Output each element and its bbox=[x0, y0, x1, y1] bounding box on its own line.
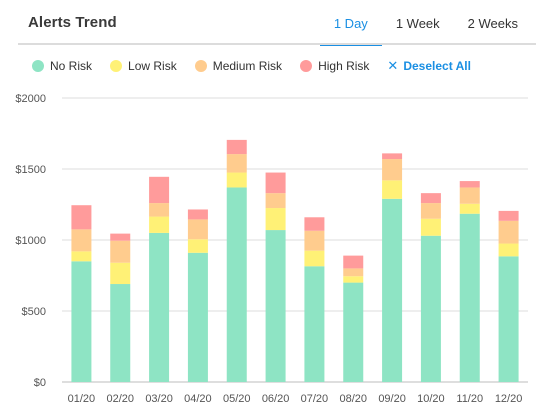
bar-segment-low-risk bbox=[382, 180, 403, 199]
bar-segment-no-risk bbox=[110, 284, 131, 382]
x-tick-label: 10/20 bbox=[417, 393, 445, 405]
bar-segment-high-risk bbox=[71, 205, 92, 230]
legend-swatch-medium-risk bbox=[194, 60, 207, 72]
legend-item-medium-risk[interactable]: Medium Risk bbox=[194, 59, 283, 73]
bar-segment-medium-risk bbox=[110, 240, 131, 263]
bar-segment-no-risk bbox=[265, 230, 286, 382]
x-tick-label: 03/20 bbox=[145, 393, 173, 405]
tab-2-weeks[interactable]: 2 Weeks bbox=[467, 16, 518, 31]
bar-segment-medium-risk bbox=[420, 203, 441, 219]
bar-segment-low-risk bbox=[498, 243, 519, 257]
legend: No Risk Low Risk Medium Risk High Risk ✕… bbox=[32, 58, 471, 74]
bar-segment-medium-risk bbox=[226, 154, 247, 173]
bar-segment-no-risk bbox=[382, 198, 403, 382]
legend-label-medium-risk: Medium Risk bbox=[212, 59, 283, 73]
bar-segment-high-risk bbox=[382, 153, 403, 160]
bar-segment-medium-risk bbox=[149, 203, 170, 217]
close-icon: ✕ bbox=[387, 58, 399, 73]
x-tick-label: 02/20 bbox=[106, 393, 134, 405]
chart-header: Alerts Trend 1 Day 1 Week 2 Weeks bbox=[0, 0, 546, 46]
bar-segment-low-risk bbox=[265, 208, 286, 231]
bar-segment-low-risk bbox=[343, 276, 364, 283]
bar-segment-high-risk bbox=[226, 139, 247, 155]
bar-segment-high-risk bbox=[343, 255, 364, 269]
bar-segment-high-risk bbox=[110, 233, 131, 241]
x-tick-label: 05/20 bbox=[223, 393, 251, 405]
bar-segment-no-risk bbox=[498, 256, 519, 382]
bar-segment-no-risk bbox=[187, 252, 208, 382]
x-tick-label: 12/20 bbox=[495, 393, 523, 405]
x-tick-label: 01/20 bbox=[68, 393, 96, 405]
legend-swatch-high-risk bbox=[300, 60, 313, 72]
bar-segment-high-risk bbox=[265, 172, 286, 194]
deselect-all-label: Deselect All bbox=[403, 59, 471, 73]
bar-segment-low-risk bbox=[304, 250, 325, 267]
time-range-tabs: 1 Day 1 Week 2 Weeks bbox=[319, 0, 532, 46]
y-tick-label: $0 bbox=[34, 377, 46, 389]
x-tick-label: 07/20 bbox=[301, 393, 329, 405]
legend-label-no-risk: No Risk bbox=[50, 59, 93, 73]
bar-segment-medium-risk bbox=[343, 268, 364, 277]
bar-segment-high-risk bbox=[149, 176, 170, 204]
x-tick-label: 06/20 bbox=[262, 393, 290, 405]
bar-segment-no-risk bbox=[226, 187, 247, 382]
tab-1-day[interactable]: 1 Day bbox=[319, 0, 382, 46]
y-tick-label: $500 bbox=[22, 306, 46, 318]
x-tick-label: 08/20 bbox=[339, 393, 367, 405]
legend-item-no-risk[interactable]: No Risk bbox=[32, 59, 92, 73]
deselect-all-button[interactable]: ✕ Deselect All bbox=[387, 58, 471, 74]
x-tick-label: 04/20 bbox=[184, 393, 212, 405]
bar-segment-high-risk bbox=[498, 210, 519, 221]
bar-segment-high-risk bbox=[187, 209, 208, 220]
bar-segment-high-risk bbox=[304, 217, 325, 231]
header-divider bbox=[18, 43, 536, 45]
page-title: Alerts Trend bbox=[28, 14, 117, 31]
bar-segment-medium-risk bbox=[265, 193, 286, 209]
bar-segment-low-risk bbox=[71, 251, 92, 262]
y-tick-label: $1000 bbox=[15, 235, 46, 247]
bar-segment-no-risk bbox=[343, 282, 364, 382]
legend-item-high-risk[interactable]: High Risk bbox=[300, 59, 369, 73]
bar-segment-low-risk bbox=[149, 216, 170, 233]
bar-segment-low-risk bbox=[187, 239, 208, 253]
legend-swatch-low-risk bbox=[110, 60, 123, 72]
bar-segment-no-risk bbox=[420, 235, 441, 382]
x-tick-label: 09/20 bbox=[378, 393, 406, 405]
bar-segment-low-risk bbox=[459, 203, 480, 214]
x-tick-label: 11/20 bbox=[456, 393, 483, 405]
legend-label-high-risk: High Risk bbox=[318, 59, 370, 73]
bar-segment-medium-risk bbox=[382, 159, 403, 181]
bar-segment-medium-risk bbox=[71, 229, 92, 252]
bar-segment-medium-risk bbox=[187, 219, 208, 240]
legend-swatch-no-risk bbox=[32, 60, 44, 72]
bar-segment-no-risk bbox=[304, 266, 325, 382]
y-tick-label: $1500 bbox=[15, 164, 46, 176]
bar-segment-no-risk bbox=[459, 213, 480, 382]
bar-segment-low-risk bbox=[110, 262, 131, 285]
bar-segment-high-risk bbox=[420, 193, 441, 204]
bar-segment-no-risk bbox=[71, 261, 92, 382]
bar-segment-high-risk bbox=[459, 181, 480, 188]
bar-segment-medium-risk bbox=[304, 230, 325, 251]
legend-label-low-risk: Low Risk bbox=[128, 59, 177, 73]
bar-segment-low-risk bbox=[420, 218, 441, 236]
legend-item-low-risk[interactable]: Low Risk bbox=[110, 59, 177, 73]
bar-segment-low-risk bbox=[226, 172, 247, 188]
tab-1-week[interactable]: 1 Week bbox=[395, 16, 440, 31]
bar-segment-medium-risk bbox=[459, 187, 480, 204]
bar-segment-medium-risk bbox=[498, 220, 519, 244]
y-tick-label: $2000 bbox=[15, 93, 46, 105]
bar-segment-no-risk bbox=[149, 232, 170, 382]
